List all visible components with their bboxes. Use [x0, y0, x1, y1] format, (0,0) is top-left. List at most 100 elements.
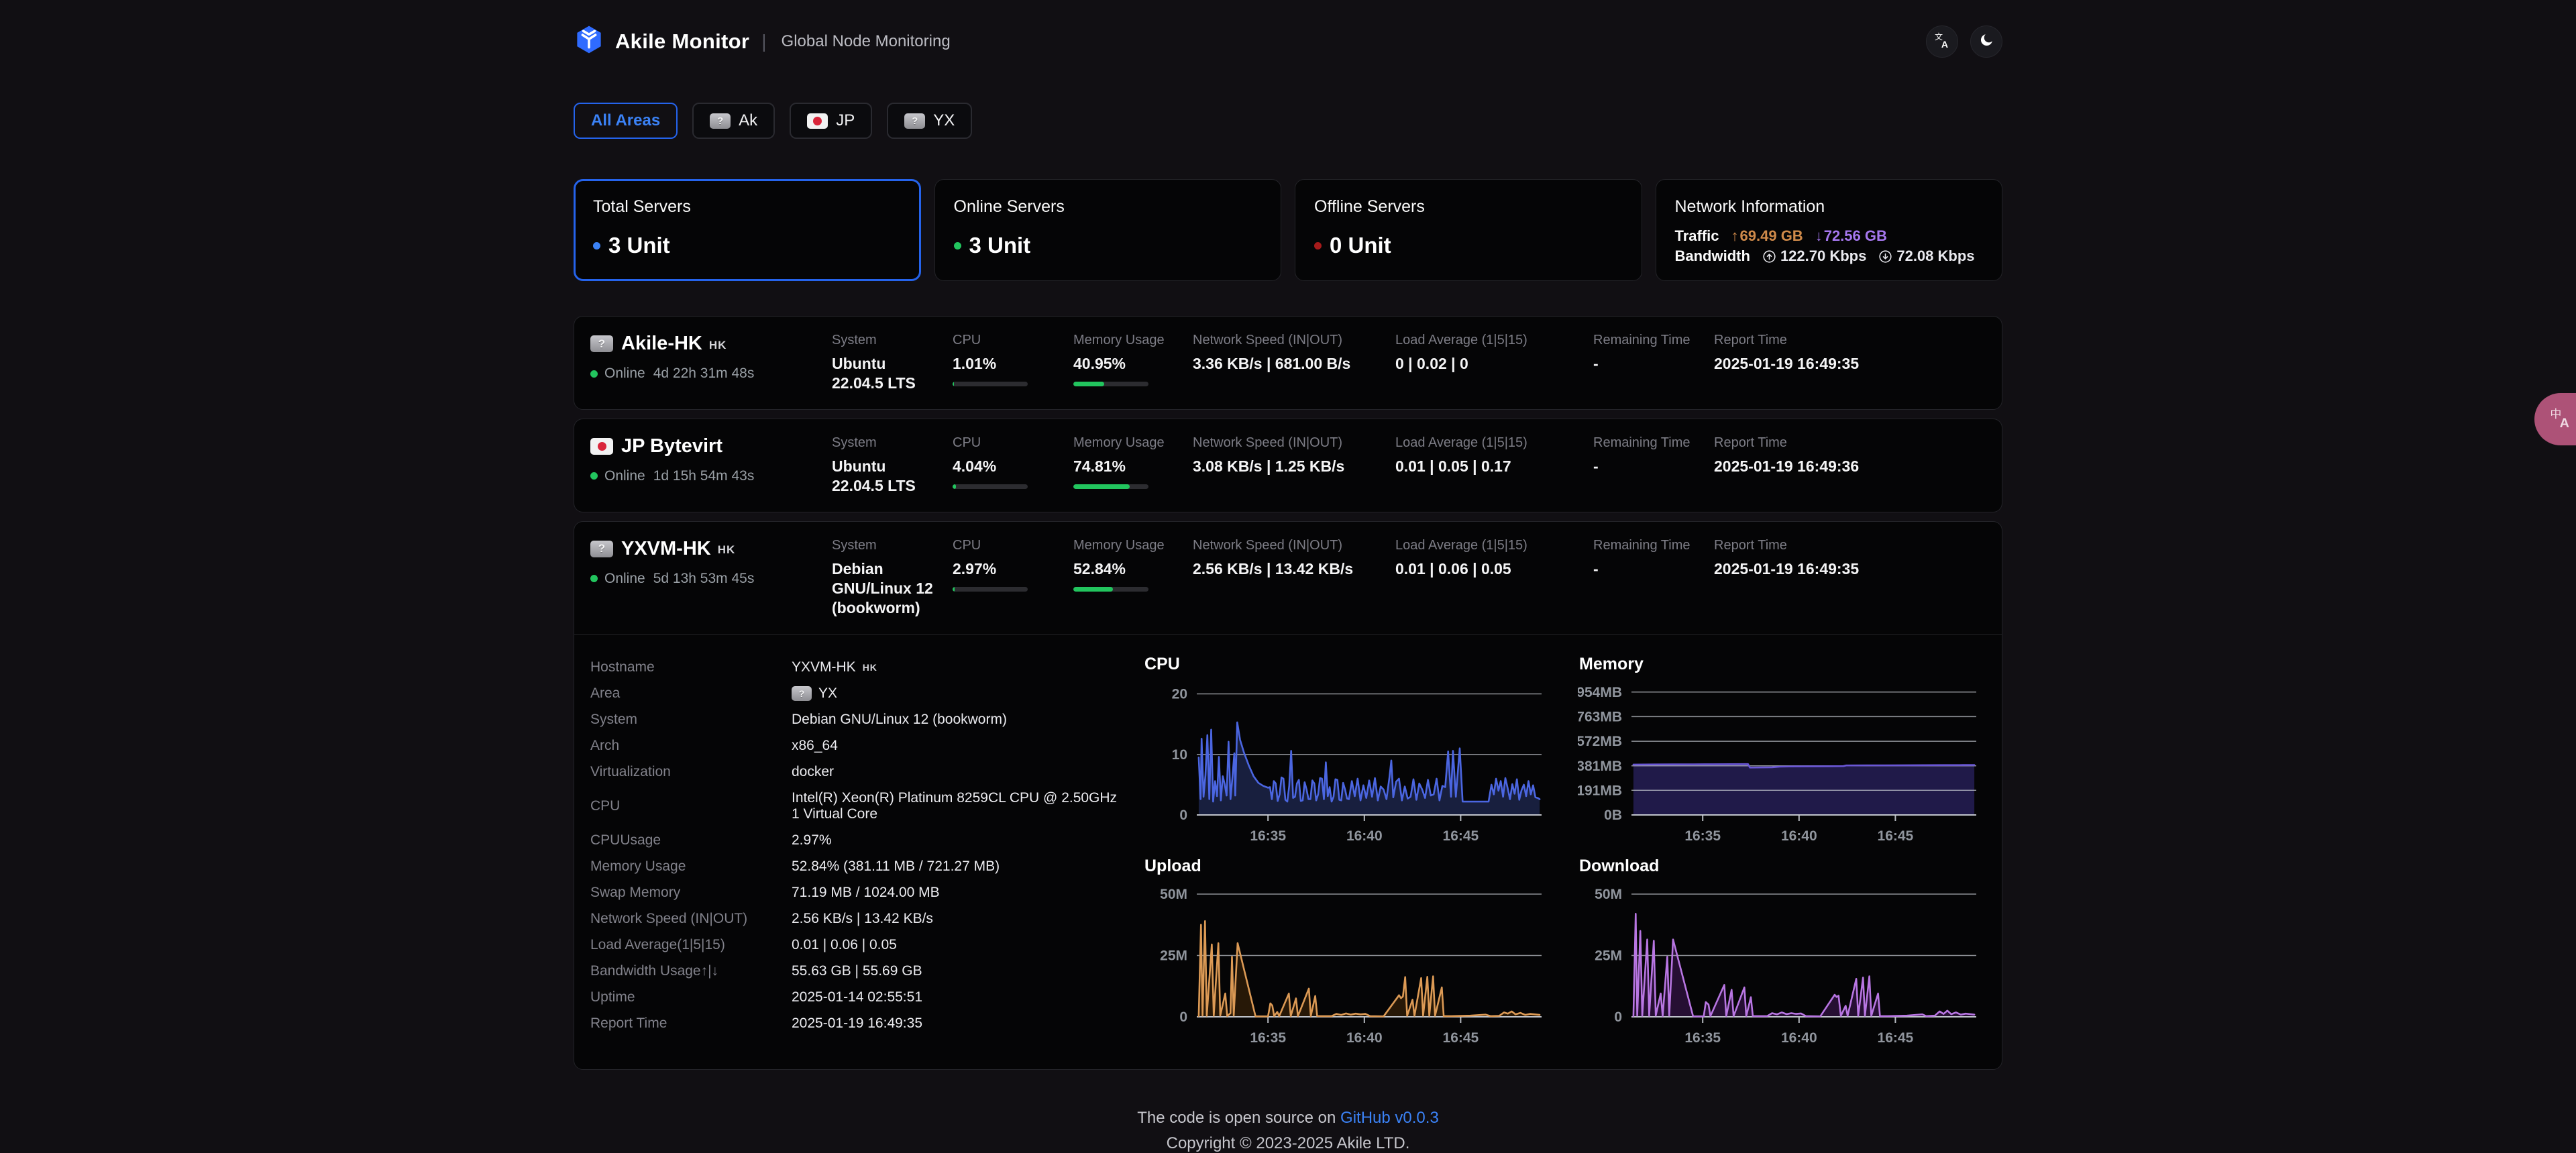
app-subtitle: Global Node Monitoring	[782, 32, 951, 51]
memory-progress-bar	[1073, 587, 1148, 592]
detail-row: Uptime 2025-01-14 02:55:51	[590, 985, 1120, 1011]
col-header: Report Time	[1714, 333, 1986, 348]
detail-label: Load Average(1|5|15)	[590, 937, 792, 953]
detail-label: Virtualization	[590, 764, 792, 780]
stat-card-value: 3 Unit	[608, 233, 670, 258]
col-value: 3.36 KB/s | 681.00 B/s	[1193, 354, 1395, 374]
language-toggle-button[interactable]: 文 A	[1926, 25, 1958, 58]
detail-row: CPU Intel(R) Xeon(R) Platinum 8259CL CPU…	[590, 785, 1120, 828]
status-text: Online	[604, 366, 645, 382]
col-value: 2025-01-19 16:49:35	[1714, 354, 1986, 374]
col-cpu: CPU1.01%	[953, 333, 1073, 386]
filter-tab[interactable]: ? YX	[887, 103, 972, 139]
detail-label: Swap Memory	[590, 885, 792, 901]
app-logo-icon	[574, 24, 604, 58]
detail-row: Swap Memory 71.19 MB / 1024.00 MB	[590, 880, 1120, 906]
svg-text:16:45: 16:45	[1443, 828, 1479, 844]
floating-translate-button[interactable]: 中 A	[2534, 393, 2576, 445]
area-flag-icon: ?	[792, 686, 812, 701]
detail-value: 2025-01-14 02:55:51	[792, 989, 1120, 1005]
svg-text:A: A	[1941, 39, 1948, 49]
svg-text:0: 0	[1179, 1009, 1187, 1025]
detail-row: Memory Usage 52.84% (381.11 MB / 721.27 …	[590, 854, 1120, 880]
detail-value: Intel(R) Xeon(R) Platinum 8259CL CPU @ 2…	[792, 790, 1120, 822]
chart-plot: 025M50M16:3516:4016:45	[1578, 877, 1986, 1046]
col-memory: Memory Usage40.95%	[1073, 333, 1193, 386]
svg-text:16:40: 16:40	[1781, 1030, 1817, 1046]
col-header: Network Speed (IN|OUT)	[1193, 333, 1395, 348]
server-row[interactable]: ? YXVM-HK HK Online 5d 13h 53m 45s Syste…	[574, 521, 2002, 1070]
col-remaining: Remaining Time-	[1593, 435, 1714, 476]
server-row[interactable]: ? Akile-HK HK Online 4d 22h 31m 48s Syst…	[574, 316, 2002, 410]
detail-value: x86_64	[792, 738, 1120, 754]
server-row[interactable]: JP Bytevirt Online 1d 15h 54m 43s System…	[574, 419, 2002, 512]
col-value: 74.81%	[1073, 457, 1193, 476]
detail-row: Bandwidth Usage↑|↓ 55.63 GB | 55.69 GB	[590, 958, 1120, 985]
stats-row: Total Servers 3 Unit Online Servers 3 Un…	[574, 179, 2002, 281]
stat-card[interactable]: Total Servers 3 Unit	[574, 179, 921, 281]
chart-title: CPU	[1144, 655, 1551, 674]
col-value: 0.01 | 0.06 | 0.05	[1395, 559, 1593, 579]
server-detail-list: Hostname YXVM-HKHK Area ?YX System Debia…	[590, 655, 1120, 1046]
filter-tab[interactable]: ? Ak	[692, 103, 775, 139]
uptime-text: 1d 15h 54m 43s	[653, 468, 755, 484]
chart-cpu: CPU 0102016:3516:4016:45	[1143, 655, 1551, 844]
theme-toggle-button[interactable]	[1970, 25, 2002, 58]
region-badge: HK	[863, 662, 877, 673]
col-memory: Memory Usage74.81%	[1073, 435, 1193, 489]
col-network: Network Speed (IN|OUT) 3.36 KB/s | 681.00…	[1193, 333, 1395, 374]
col-report: Report Time 2025-01-19 16:49:36	[1714, 435, 1986, 476]
stat-card[interactable]: Offline Servers 0 Unit	[1295, 179, 1642, 281]
detail-label: Uptime	[590, 989, 792, 1005]
status-text: Online	[604, 468, 645, 484]
detail-label: CPUUsage	[590, 832, 792, 848]
stat-card-title: Total Servers	[593, 197, 902, 217]
svg-text:16:40: 16:40	[1346, 828, 1383, 844]
chart-title: Memory	[1579, 655, 1986, 674]
detail-value: Debian GNU/Linux 12 (bookworm)	[792, 712, 1120, 728]
col-header: CPU	[953, 538, 1073, 553]
filter-tab[interactable]: JP	[790, 103, 872, 139]
server-name: YXVM-HK	[621, 538, 711, 560]
uptime-text: 4d 22h 31m 48s	[653, 366, 755, 382]
col-value: 1.01%	[953, 354, 1073, 374]
svg-text:16:45: 16:45	[1878, 828, 1914, 844]
bandwidth-label: Bandwidth	[1675, 248, 1750, 265]
svg-text:954MB: 954MB	[1578, 685, 1622, 700]
detail-label: Hostname	[590, 659, 792, 675]
github-link[interactable]: GitHub v0.0.3	[1340, 1109, 1439, 1127]
online-dot	[590, 575, 598, 582]
detail-label: CPU	[590, 798, 792, 814]
detail-row: Virtualization docker	[590, 759, 1120, 785]
flag-icon	[807, 113, 828, 129]
server-charts: CPU 0102016:3516:4016:45 Memory 0B191MB3…	[1143, 655, 1986, 1046]
cpu-progress-bar	[953, 587, 1028, 592]
detail-value: 0.01 | 0.06 | 0.05	[792, 937, 1120, 953]
col-header: Memory Usage	[1073, 333, 1193, 348]
footer-text: The code is open source on	[1137, 1109, 1340, 1127]
filter-tab[interactable]: All Areas	[574, 103, 678, 139]
server-status: Online 4d 22h 31m 48s	[590, 366, 832, 382]
col-value: 2025-01-19 16:49:36	[1714, 457, 1986, 476]
detail-label: Network Speed (IN|OUT)	[590, 911, 792, 927]
detail-row: Area ?YX	[590, 681, 1120, 707]
col-header: Remaining Time	[1593, 333, 1714, 348]
stat-card-value: 0 Unit	[1330, 233, 1391, 258]
col-report: Report Time 2025-01-19 16:49:35	[1714, 333, 1986, 374]
title-separator: |	[761, 31, 766, 52]
col-header: Remaining Time	[1593, 435, 1714, 451]
header-actions: 文 A	[1926, 25, 2002, 58]
detail-value: 2.56 KB/s | 13.42 KB/s	[792, 911, 1120, 927]
server-name: Akile-HK	[621, 333, 702, 355]
col-system: SystemUbuntu 22.04.5 LTS	[832, 435, 953, 496]
copyright-text: Copyright © 2023-2025 Akile LTD.	[574, 1134, 2002, 1153]
moon-icon	[1978, 32, 1994, 50]
status-dot	[954, 242, 961, 250]
stat-card-title: Offline Servers	[1314, 197, 1623, 217]
chart-title: Download	[1579, 857, 1986, 876]
stat-card[interactable]: Online Servers 3 Unit	[934, 179, 1282, 281]
col-header: System	[832, 435, 953, 451]
col-value: 52.84%	[1073, 559, 1193, 579]
network-card-title: Network Information	[1675, 197, 1984, 217]
col-header: Report Time	[1714, 435, 1986, 451]
